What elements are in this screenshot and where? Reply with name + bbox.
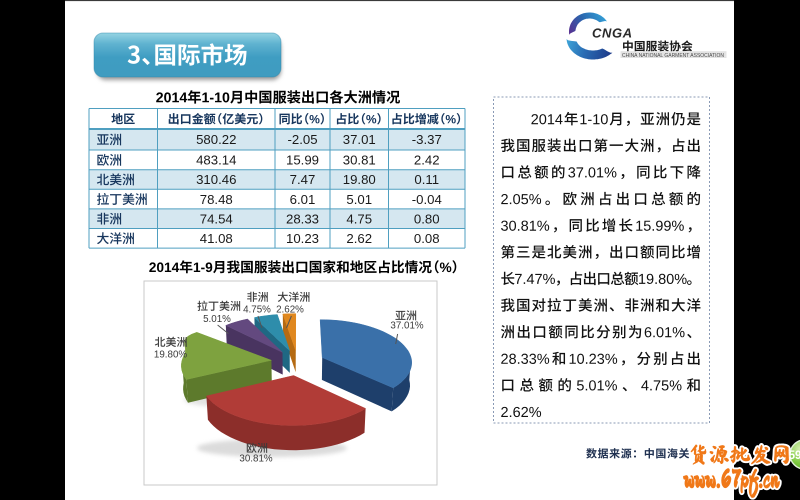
svg-text:74.54: 74.54 [200,211,233,226]
svg-text:30.81: 30.81 [343,153,376,168]
svg-text:59: 59 [789,450,800,462]
svg-text:580.22: 580.22 [196,132,236,147]
svg-text:78.48: 78.48 [200,192,233,207]
svg-text:310.46: 310.46 [196,172,236,187]
svg-text:19.80%: 19.80% [154,350,188,361]
svg-text:CHINA NATIONAL GARMENT ASSOCIA: CHINA NATIONAL GARMENT ASSOCIATION [622,53,724,59]
svg-text:4.75%: 4.75% [243,305,271,316]
svg-text:-2.05: -2.05 [287,132,317,147]
svg-text:0.80: 0.80 [414,211,440,226]
svg-text:37.01%: 37.01% [390,321,424,332]
svg-text:2.42: 2.42 [414,153,440,168]
svg-text:4.75: 4.75 [346,211,372,226]
svg-text:28.33: 28.33 [286,211,319,226]
svg-text:0.11: 0.11 [414,172,439,187]
svg-text:10.23: 10.23 [286,231,319,246]
svg-text:2.62%: 2.62% [276,305,304,316]
svg-text:30.81%: 30.81% [239,454,273,465]
svg-text:15.99: 15.99 [286,153,319,168]
svg-text:483.14: 483.14 [196,153,236,168]
svg-text:-0.04: -0.04 [412,192,442,207]
svg-text:0.08: 0.08 [414,231,440,246]
svg-text:6.01: 6.01 [290,192,316,207]
svg-text:-3.37: -3.37 [412,132,442,147]
svg-text:5.01: 5.01 [346,192,372,207]
svg-text:19.80: 19.80 [343,172,376,187]
svg-text:37.01: 37.01 [343,132,376,147]
svg-text:41.08: 41.08 [200,231,233,246]
svg-text:7.47: 7.47 [290,172,316,187]
svg-text:5.01%: 5.01% [203,314,231,325]
svg-text:2.62: 2.62 [346,231,372,246]
